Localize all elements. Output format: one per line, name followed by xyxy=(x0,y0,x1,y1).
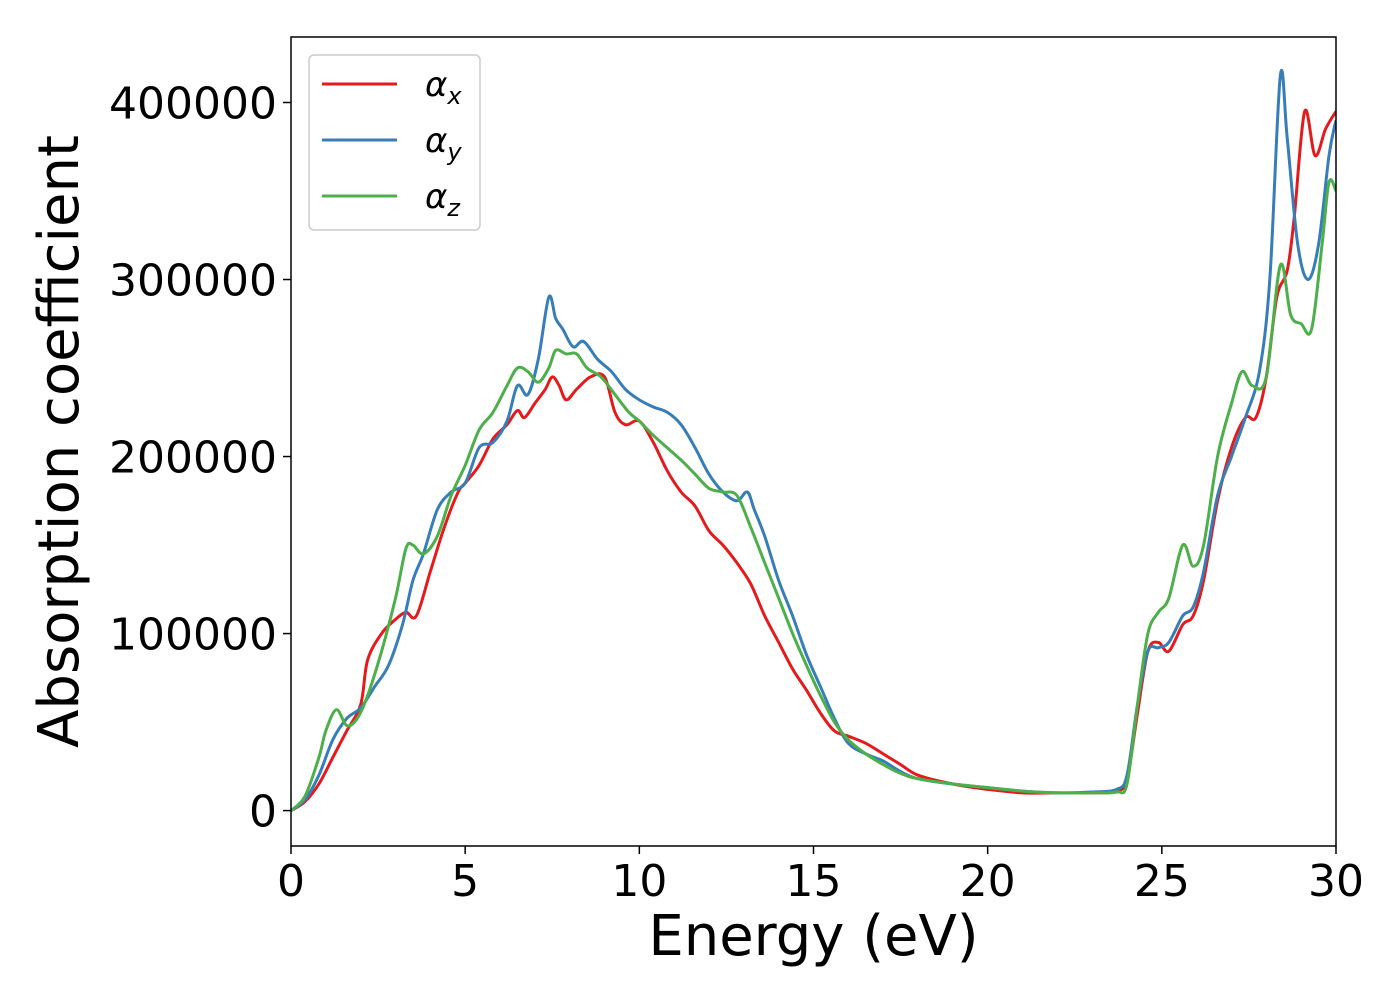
series-line-y xyxy=(291,68,1336,812)
tick-layer: 0 5 10 15 20 25 30 0 100000 200000 300000 400000 xyxy=(109,78,1364,907)
legend-label-x: αx xyxy=(425,65,462,110)
x-axis-title: Energy (eV) xyxy=(648,904,978,969)
y-tick-label: 400000 xyxy=(109,78,277,129)
series-layer xyxy=(291,68,1336,812)
series-line-x xyxy=(291,108,1336,812)
x-tick-label: 30 xyxy=(1308,856,1364,907)
legend-label-y: αy xyxy=(425,121,462,166)
x-tick-label: 20 xyxy=(960,856,1016,907)
x-tick-label: 10 xyxy=(611,856,667,907)
y-tick-label: 200000 xyxy=(109,433,277,484)
series-line-z xyxy=(291,178,1336,812)
y-tick-label: 0 xyxy=(249,787,277,838)
y-tick-label: 100000 xyxy=(109,610,277,661)
y-tick-label: 300000 xyxy=(109,256,277,307)
x-tick-label: 25 xyxy=(1134,856,1190,907)
legend-box xyxy=(308,54,481,231)
y-axis-title: Absorption coefficient xyxy=(27,135,92,748)
x-tick-label: 5 xyxy=(451,856,479,907)
x-tick-label: 15 xyxy=(786,856,842,907)
x-tick-label: 0 xyxy=(277,856,305,907)
